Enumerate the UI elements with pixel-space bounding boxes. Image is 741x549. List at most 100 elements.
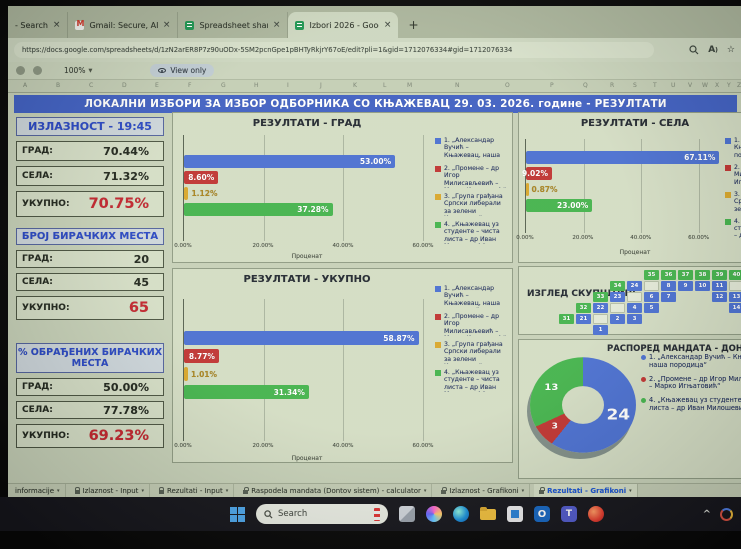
column-letter[interactable]: X [715,82,720,89]
stats-row: СЕЛА: 71.32% [16,166,164,186]
sheet-tab[interactable]: Raspodela mandata (Dontov sistem) - calc… [238,484,433,497]
taskbar-search[interactable]: Search [256,504,388,524]
assembly-seat: 5 [644,303,659,313]
browser-tab[interactable]: Spreadsheet shared with you: "Izl × [178,12,289,38]
start-button[interactable] [230,506,245,522]
column-letter[interactable]: H [254,82,259,89]
column-letter[interactable]: K [353,82,357,89]
tray-sync-icon[interactable] [720,507,733,521]
legend-label: 4. „Књажевац уз студенте – чиста листа –… [444,369,500,392]
column-letter[interactable]: S [633,82,637,89]
legend-label: 3. „Група грађана Српски либерали за зел… [444,193,503,216]
legend-item: 3. „Група грађана Српски либерали за зел… [725,191,741,213]
outlook-icon[interactable]: O [534,506,550,522]
column-letter[interactable]: I [287,82,289,89]
view-only-badge[interactable]: View only [150,64,215,77]
sheet-tab[interactable]: Rezultati - Input ▾ [154,484,235,497]
browser-tab[interactable]: Gmail: Secure, AI-Powered Email | × [68,12,179,38]
sheet-tab-menu-icon[interactable]: ▾ [521,487,525,494]
column-letter[interactable]: O [505,82,510,89]
bar-value-label: 37.28% [297,205,329,214]
sheet-tab-label: Izlaznost - Grafikoni [449,486,519,495]
undo-icon[interactable] [33,66,42,75]
sheet-tab-menu-icon[interactable]: ▾ [629,487,632,494]
tab-close-icon[interactable]: × [52,20,61,30]
stats-row-value: 20 [133,252,149,266]
chart-title: РЕЗУЛТАТИ - СЕЛА [580,118,690,129]
bar: 31.34% [184,385,309,399]
assembly-seat: 8 [661,281,676,291]
column-letter[interactable]: P [550,82,554,89]
menus-icon[interactable] [16,66,25,75]
assembly-seat: 40 [729,270,741,280]
assembly-seat: 23 [610,292,625,302]
app-red-icon[interactable] [588,506,604,522]
column-letter[interactable]: B [56,82,61,89]
column-letter[interactable]: T [653,82,657,89]
legend-swatch [435,194,441,200]
column-letter[interactable]: G [221,82,226,89]
new-tab-button[interactable]: + [408,18,419,32]
column-letter[interactable]: C [89,82,94,89]
legend-swatch [435,166,441,172]
column-letter[interactable]: Z [737,82,741,89]
favorites-star-icon[interactable]: ☆ [726,45,735,55]
lock-icon [74,486,81,494]
tab-close-icon[interactable]: × [162,20,171,30]
x-tick-label: 0.00% [174,243,192,249]
sheet-tab[interactable]: informacije ▾ [10,484,66,497]
sheet-tab[interactable]: Izlaznost - Input ▾ [70,484,150,497]
tab-close-icon[interactable]: × [383,20,392,30]
column-letter[interactable]: L [383,82,387,89]
sheet-tab-menu-icon[interactable]: ▾ [225,487,229,494]
browser-tab[interactable]: Izbori 2026 - Google Sheets × [288,12,399,38]
column-letter[interactable]: E [155,82,159,89]
column-letter[interactable]: F [188,82,192,89]
windows-taskbar: Search O T ^ [0,497,741,531]
edge-icon[interactable] [453,506,469,522]
pie-legend: 1. „Александар Вучић – Књажевац, наша по… [641,354,741,413]
microsoft-store-icon[interactable] [507,506,523,522]
column-letter[interactable]: Q [583,82,588,89]
file-explorer-icon[interactable] [480,506,496,522]
column-letter[interactable]: M [407,82,413,89]
column-letter[interactable]: N [455,82,460,89]
zoom-icon[interactable] [689,45,699,55]
copilot-icon[interactable] [426,506,442,522]
bar-value-label: 8.60% [188,173,215,182]
column-letter[interactable]: Y [727,82,731,89]
stats-row-label: ГРАД: [22,146,53,156]
stats-row: УКУПНО: 70.75% [16,191,164,217]
assembly-seat: 39 [712,270,727,280]
chart-legend: 1. „Александар Вучић – Књажевац, наша по… [435,137,507,244]
assembly-seat: 6 [644,292,659,302]
column-letter[interactable]: A [23,82,28,89]
mandates-pie-panel: РАСПОРЕД МАНДАТА - ДОНТОВ СИСТЕМ 24 3 13 1. … [518,339,741,479]
tab-close-icon[interactable]: × [272,20,281,30]
column-letter[interactable]: R [610,82,615,89]
column-letter[interactable]: D [122,82,127,89]
teams-icon[interactable]: T [561,506,577,522]
sheet-tab-menu-icon[interactable]: ▾ [57,487,60,494]
column-letter[interactable]: W [702,82,708,89]
tray-chevron-icon[interactable]: ^ [702,508,711,520]
sheet-tab-label: informacije [15,486,55,495]
sheet-tab-menu-icon[interactable]: ▾ [141,487,144,494]
sheet-tab[interactable]: Izlaznost - Grafikoni ▾ [436,484,531,497]
sheet-tab[interactable]: Rezultati - Grafikoni ▾ [534,484,638,497]
sheet-tab-menu-icon[interactable]: ▾ [423,487,427,494]
bar: 53.00% [184,155,396,168]
browser-tab[interactable]: - Search × [8,12,69,38]
zoom-select[interactable]: 100% ▼ [64,66,93,75]
column-letter[interactable]: V [688,82,693,89]
stats-header: БРОЈ БИРАЧКИХ МЕСТА [16,228,164,245]
read-aloud-icon[interactable]: A) [708,45,718,55]
column-letter[interactable]: J [320,82,322,89]
task-view-icon[interactable] [399,506,415,522]
x-tick-label: 60.00% [412,443,434,449]
x-tick-label: 0.00% [516,235,534,241]
stats-row-value: 45 [133,275,149,289]
column-letter[interactable]: U [671,82,676,89]
url-field[interactable]: https://docs.google.com/spreadsheets/d/1… [14,42,654,58]
gmail-favicon [75,19,85,30]
